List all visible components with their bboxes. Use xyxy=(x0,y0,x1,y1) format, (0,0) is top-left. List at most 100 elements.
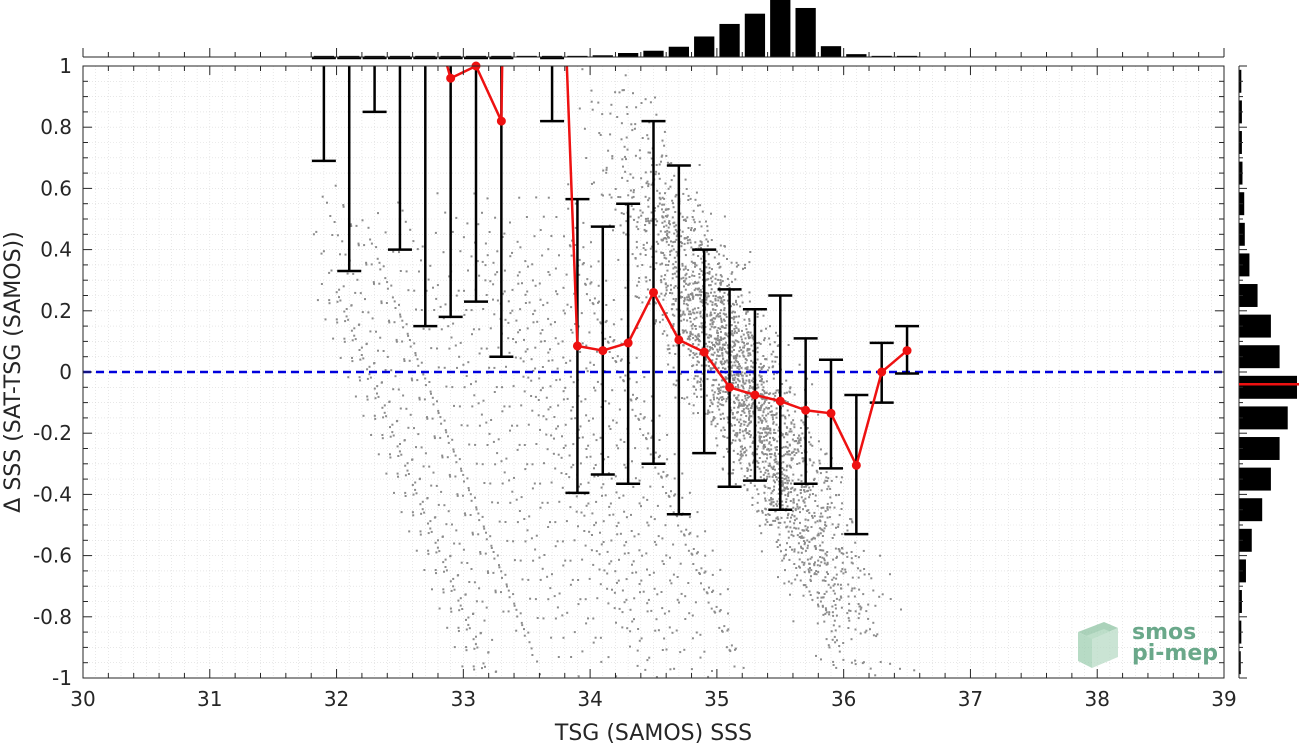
scatter-point xyxy=(819,556,822,558)
scatter-point xyxy=(828,646,831,649)
scatter-point xyxy=(703,234,706,237)
scatter-point xyxy=(615,444,618,447)
error-bar xyxy=(438,56,463,319)
scatter-point xyxy=(714,611,717,614)
scatter-point xyxy=(472,665,475,668)
scatter-point xyxy=(674,260,677,263)
scatter-point xyxy=(740,384,743,387)
scatter-point xyxy=(736,433,739,436)
scatter-point xyxy=(367,311,370,314)
scatter-point xyxy=(768,427,771,430)
scatter-point xyxy=(827,485,830,488)
scatter-point xyxy=(657,535,660,538)
scatter-point xyxy=(809,567,811,569)
scatter-point xyxy=(725,400,728,403)
scatter-point xyxy=(552,452,555,455)
scatter-point xyxy=(641,264,644,266)
scatter-point xyxy=(770,466,773,469)
scatter-point xyxy=(481,211,483,214)
scatter-point xyxy=(399,315,402,318)
scatter-point xyxy=(793,548,796,551)
scatter-point xyxy=(682,312,685,315)
scatter-point xyxy=(589,361,592,364)
scatter-point xyxy=(691,637,694,640)
scatter-point xyxy=(638,549,641,552)
scatter-point xyxy=(768,524,771,526)
scatter-point xyxy=(842,552,845,555)
scatter-point xyxy=(817,603,819,606)
scatter-point xyxy=(824,580,827,582)
scatter-point xyxy=(805,586,808,589)
scatter-point xyxy=(747,468,750,471)
scatter-point xyxy=(390,284,393,287)
scatter-point xyxy=(366,398,369,401)
scatter-point xyxy=(795,567,798,569)
scatter-point xyxy=(591,534,593,536)
scatter-point xyxy=(723,299,726,302)
scatter-point xyxy=(772,421,775,424)
scatter-point xyxy=(704,295,707,298)
scatter-point xyxy=(804,505,807,507)
scatter-point xyxy=(622,212,625,215)
scatter-point xyxy=(662,237,665,240)
scatter-point xyxy=(370,263,373,266)
scatter-point xyxy=(635,571,638,574)
scatter-point xyxy=(826,480,829,482)
error-bar xyxy=(362,56,387,114)
scatter-point xyxy=(813,515,816,518)
scatter-point xyxy=(557,342,560,345)
scatter-point xyxy=(747,331,750,334)
scatter-point xyxy=(775,423,778,426)
scatter-point xyxy=(693,229,696,231)
scatter-point xyxy=(699,310,702,313)
scatter-point xyxy=(561,614,564,617)
scatter-point xyxy=(557,404,560,407)
scatter-point xyxy=(763,477,766,480)
scatter-point xyxy=(664,283,667,286)
scatter-point xyxy=(734,330,737,333)
scatter-point xyxy=(579,598,582,601)
scatter-point xyxy=(641,554,644,557)
scatter-point xyxy=(581,436,584,439)
scatter-point xyxy=(663,256,666,259)
scatter-point xyxy=(756,346,759,349)
scatter-point xyxy=(422,465,425,468)
scatter-point xyxy=(766,369,769,372)
scatter-point xyxy=(773,400,776,403)
scatter-point xyxy=(583,514,586,517)
scatter-point xyxy=(713,379,716,382)
scatter-point xyxy=(553,595,556,598)
scatter-point xyxy=(705,220,707,223)
scatter-point xyxy=(706,315,709,318)
scatter-point xyxy=(534,284,537,287)
scatter-point xyxy=(652,571,655,574)
scatter-point xyxy=(357,244,360,247)
scatter-point xyxy=(328,271,331,274)
scatter-point xyxy=(661,221,664,224)
scatter-point xyxy=(530,379,533,382)
scatter-point xyxy=(824,576,827,579)
scatter-point xyxy=(714,345,716,348)
scatter-point xyxy=(739,462,742,465)
scatter-point xyxy=(393,491,395,494)
scatter-point xyxy=(676,254,679,257)
scatter-point xyxy=(764,453,767,455)
scatter-point xyxy=(684,595,687,598)
scatter-point xyxy=(605,171,608,174)
scatter-point xyxy=(727,335,729,338)
scatter-point xyxy=(738,401,741,404)
scatter-point xyxy=(649,101,652,104)
scatter-point xyxy=(842,572,845,575)
scatter-point xyxy=(840,508,843,510)
scatter-point xyxy=(784,433,787,436)
scatter-point xyxy=(829,496,832,499)
scatter-point xyxy=(881,593,884,596)
x-axis-label: TSG (SAMOS) SSS xyxy=(554,721,752,745)
scatter-point xyxy=(539,298,542,301)
scatter-point xyxy=(748,387,751,390)
scatter-point xyxy=(742,434,745,437)
scatter-point xyxy=(368,373,371,376)
scatter-point xyxy=(511,288,514,291)
scatter-point xyxy=(763,466,766,469)
scatter-point xyxy=(710,277,712,280)
